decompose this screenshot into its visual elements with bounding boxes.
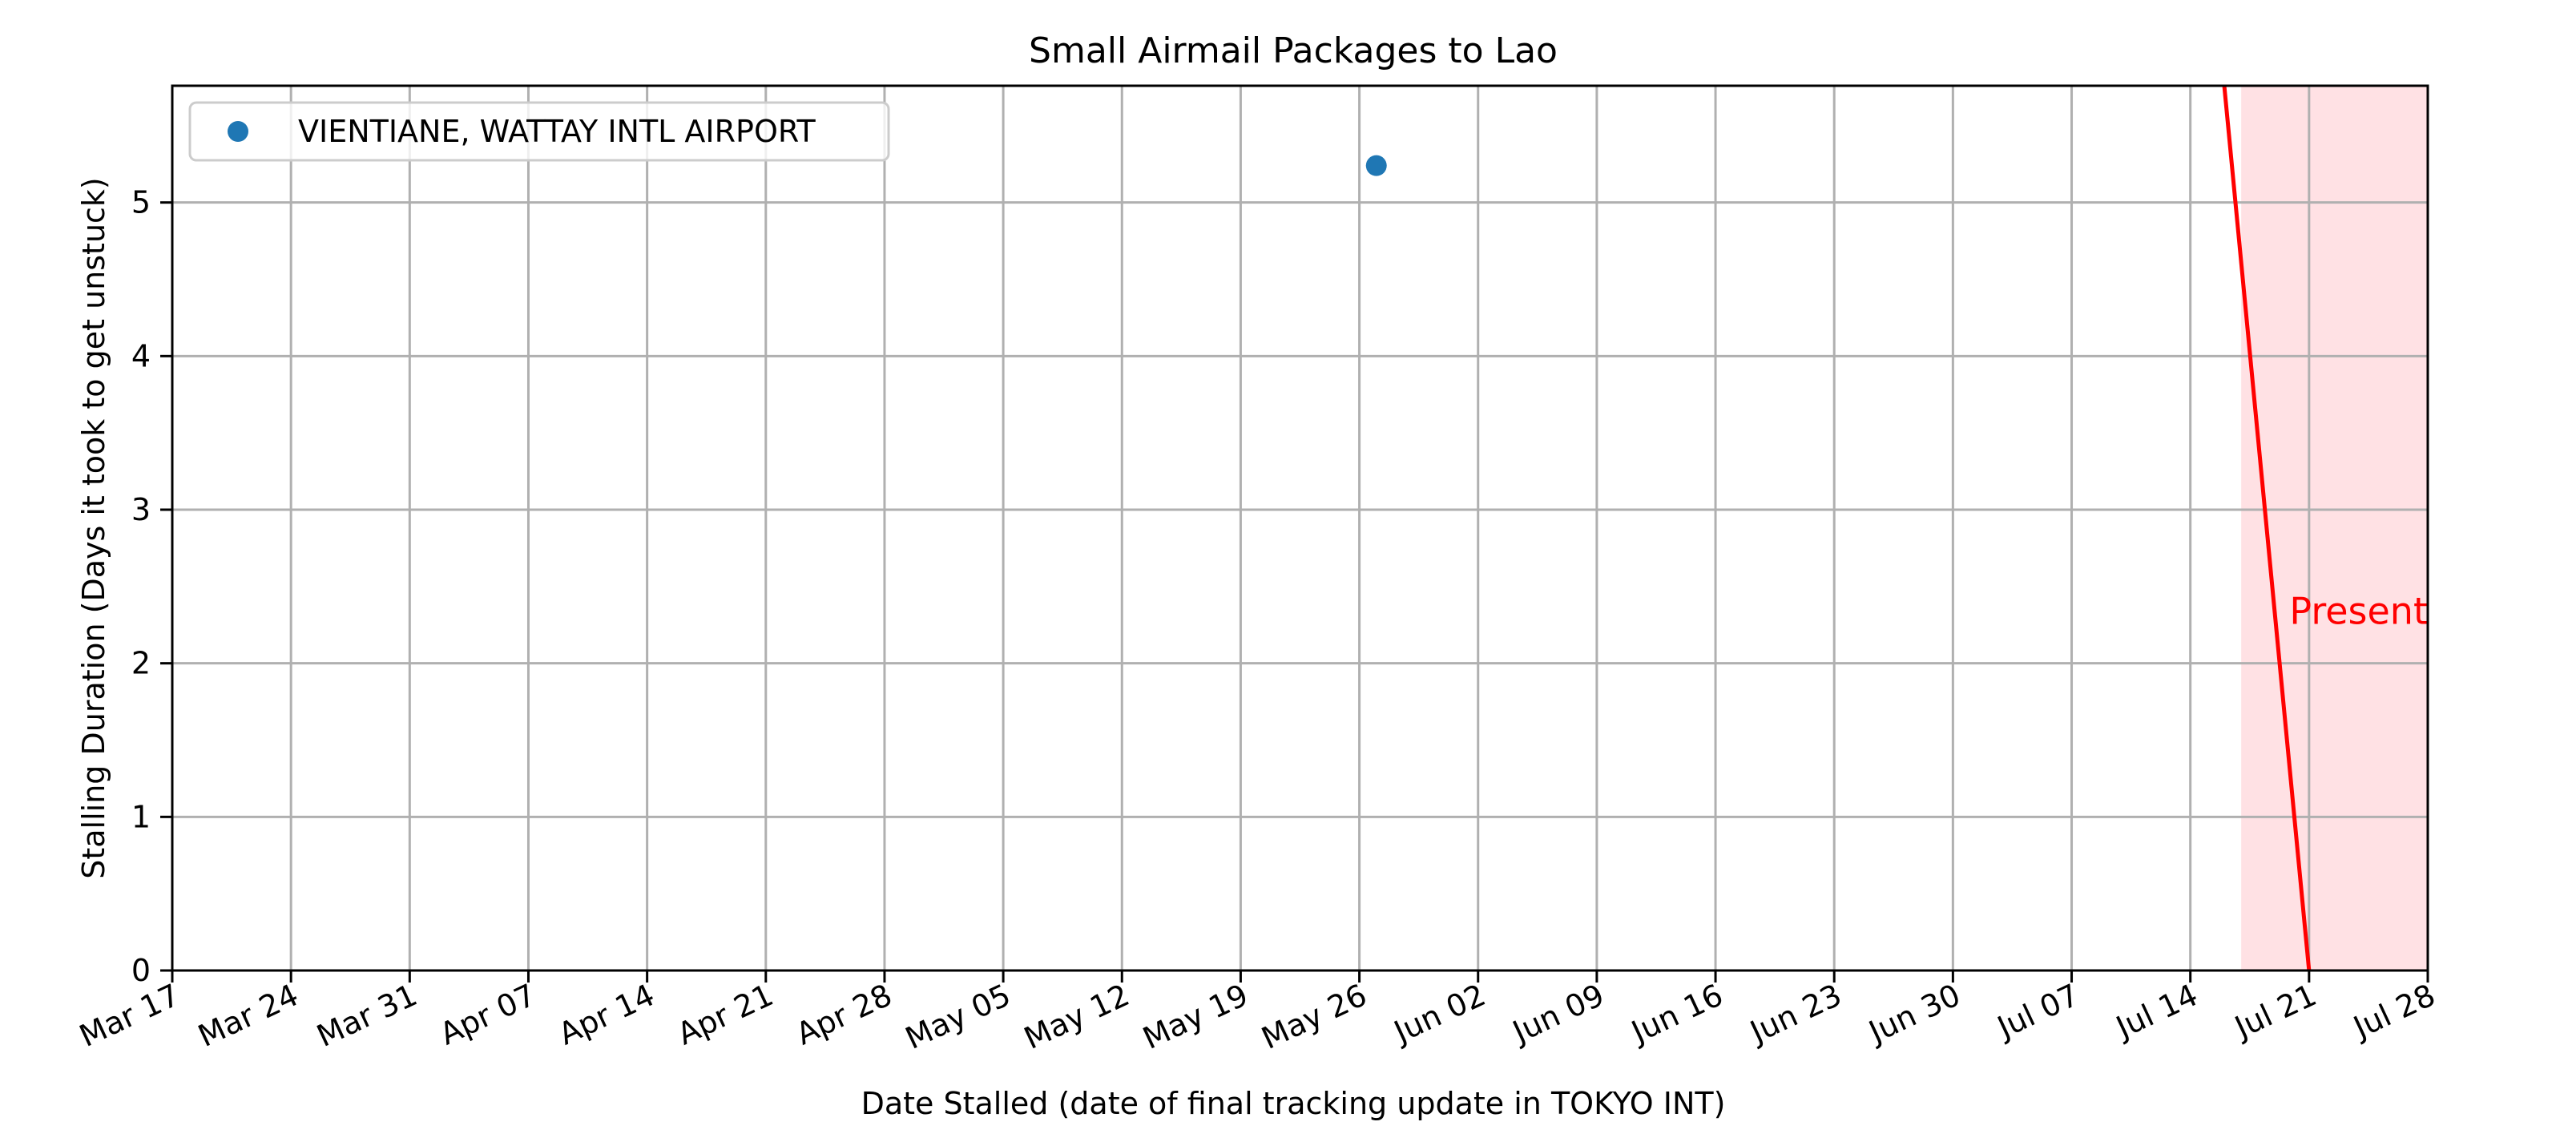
x-tick-label: May 05: [900, 977, 1016, 1056]
legend-box: [188, 101, 890, 162]
x-tick-label: Jun 30: [1862, 977, 1965, 1050]
chart-title: Small Airmail Packages to Lao: [1029, 30, 1558, 71]
y-tick-label: 3: [131, 492, 151, 527]
x-axis-label: Date Stalled (date of final tracking upd…: [861, 1086, 1726, 1121]
x-tick-label: Jul 21: [2228, 977, 2322, 1046]
x-tick-label: Apr 14: [553, 977, 659, 1051]
data-point: [1365, 155, 1387, 176]
x-tick-label: Mar 17: [74, 977, 184, 1054]
y-tick-label: 4: [131, 338, 151, 373]
y-tick-label: 0: [131, 953, 151, 988]
y-tick-label: 2: [131, 646, 151, 681]
y-axis-label: Stalling Duration (Days it took to get u…: [76, 177, 111, 879]
x-tick-label: May 26: [1256, 977, 1373, 1056]
y-tick-label: 1: [131, 799, 151, 834]
x-tick-label: Jun 23: [1744, 977, 1847, 1050]
legend-marker: [228, 121, 248, 142]
x-tick-label: Jul 28: [2347, 977, 2441, 1046]
x-tick-label: Apr 07: [434, 977, 541, 1051]
x-tick-label: Jun 09: [1506, 977, 1610, 1050]
x-tick-label: May 19: [1138, 977, 1254, 1056]
legend-label: VIENTIANE, WATTAY INTL AIRPORT: [298, 114, 816, 149]
x-tick-label: Jun 02: [1388, 977, 1491, 1050]
x-tick-label: Apr 21: [672, 977, 779, 1051]
x-tick-label: Jul 07: [1991, 977, 2085, 1046]
x-tick-label: Jul 14: [2110, 977, 2203, 1046]
x-tick-label: Mar 31: [312, 977, 422, 1054]
present-line: [2222, 85, 2312, 971]
x-tick-label: May 12: [1018, 977, 1135, 1056]
present-label: Present: [2289, 589, 2428, 632]
plot-frame: [171, 84, 2429, 972]
x-tick-label: Mar 24: [193, 977, 304, 1054]
present-shade-region: [2241, 86, 2428, 970]
x-tick-label: Apr 28: [791, 977, 897, 1051]
y-tick-label: 5: [131, 185, 151, 220]
x-tick-label: Jun 16: [1625, 977, 1728, 1050]
